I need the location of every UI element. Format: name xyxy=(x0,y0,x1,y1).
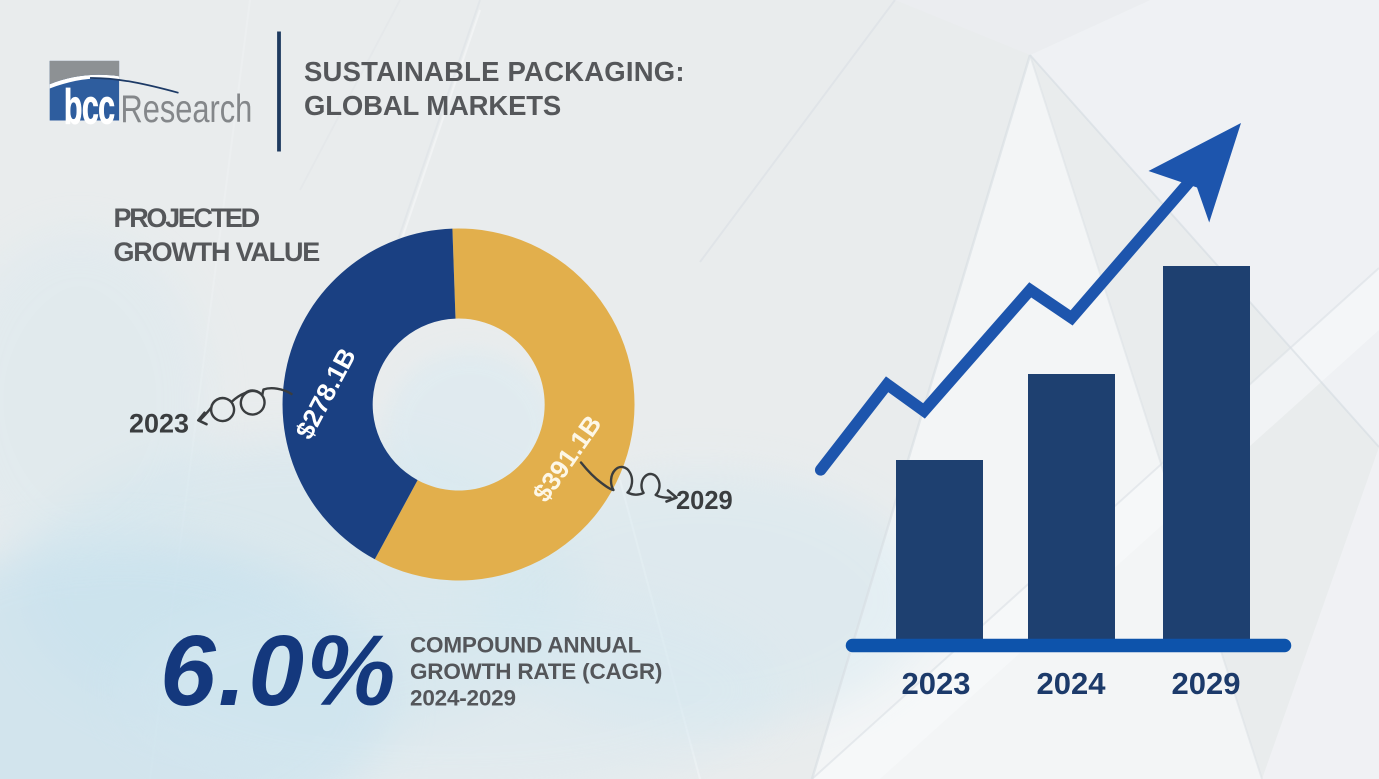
svg-text:Research: Research xyxy=(121,88,253,131)
svg-text:bcc: bcc xyxy=(64,79,115,134)
svg-text:2023: 2023 xyxy=(902,666,971,701)
svg-text:2029: 2029 xyxy=(1172,666,1241,701)
svg-text:2023: 2023 xyxy=(129,409,189,439)
svg-text:2024-2029: 2024-2029 xyxy=(410,685,516,710)
svg-text:SUSTAINABLE PACKAGING:: SUSTAINABLE PACKAGING: xyxy=(304,56,685,87)
svg-text:COMPOUND ANNUAL: COMPOUND ANNUAL xyxy=(410,633,642,658)
svg-text:PROJECTED: PROJECTED xyxy=(114,203,260,233)
svg-text:2029: 2029 xyxy=(676,487,733,515)
svg-text:GLOBAL MARKETS: GLOBAL MARKETS xyxy=(304,90,561,121)
svg-text:6.0%: 6.0% xyxy=(160,615,398,727)
svg-text:GROWTH RATE (CAGR): GROWTH RATE (CAGR) xyxy=(410,659,662,684)
svg-text:2024: 2024 xyxy=(1037,666,1107,701)
svg-text:GROWTH VALUE: GROWTH VALUE xyxy=(114,237,320,267)
